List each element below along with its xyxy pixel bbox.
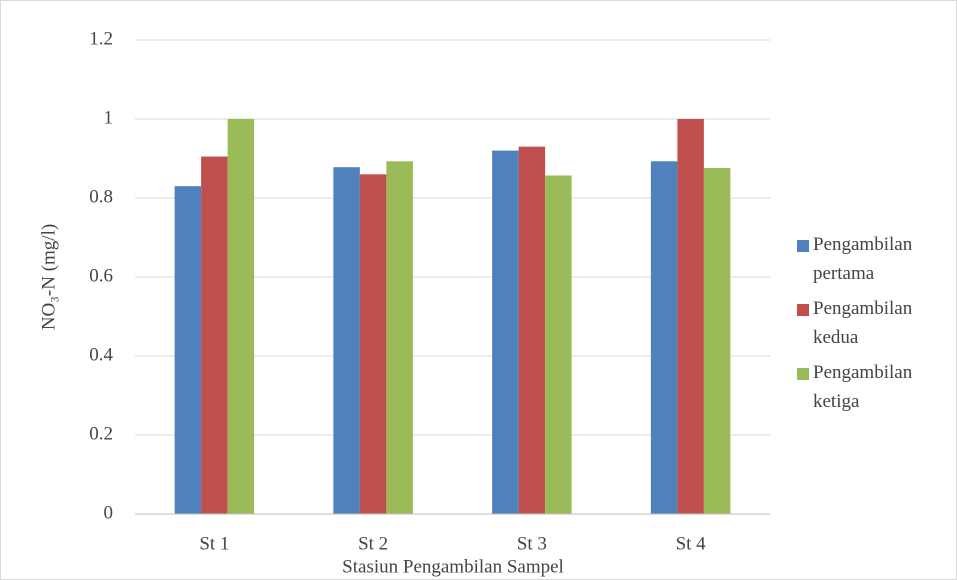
bar [227,119,255,514]
bar [518,146,546,514]
x-tick-label: St 3 [517,533,547,554]
legend-swatch [797,368,809,380]
bar [545,175,572,515]
legend-label: Pengambilan pertama [813,234,913,284]
bar [174,186,202,514]
legend-label: Pengambilan kedua [813,298,913,348]
y-tick-label: 1.2 [89,28,113,49]
bar [677,119,704,514]
bar [492,150,519,514]
legend-swatch [797,304,809,316]
bar [650,161,678,514]
x-tick-label: St 2 [358,533,388,554]
bar [703,167,731,515]
y-tick-label: 0 [104,502,114,523]
bar [333,167,360,514]
bar [201,156,228,514]
legend-swatch [797,240,809,252]
y-tick-label: 0.4 [89,344,113,365]
y-tick-label: 0.8 [89,186,113,207]
y-tick-label: 0.6 [89,265,113,286]
x-tick-label: St 1 [199,533,229,554]
x-tick-label: St 4 [676,533,707,554]
y-tick-label: 0.2 [89,423,113,444]
legend-label: Pengambilan ketiga [813,362,913,412]
bar [359,174,387,515]
y-axis-label: NO₃-N (mg/l) [38,224,59,330]
y-tick-label: 1 [104,107,114,128]
x-axis-label: Stasiun Pengambilan Sampel [342,556,564,577]
bar [386,161,413,514]
